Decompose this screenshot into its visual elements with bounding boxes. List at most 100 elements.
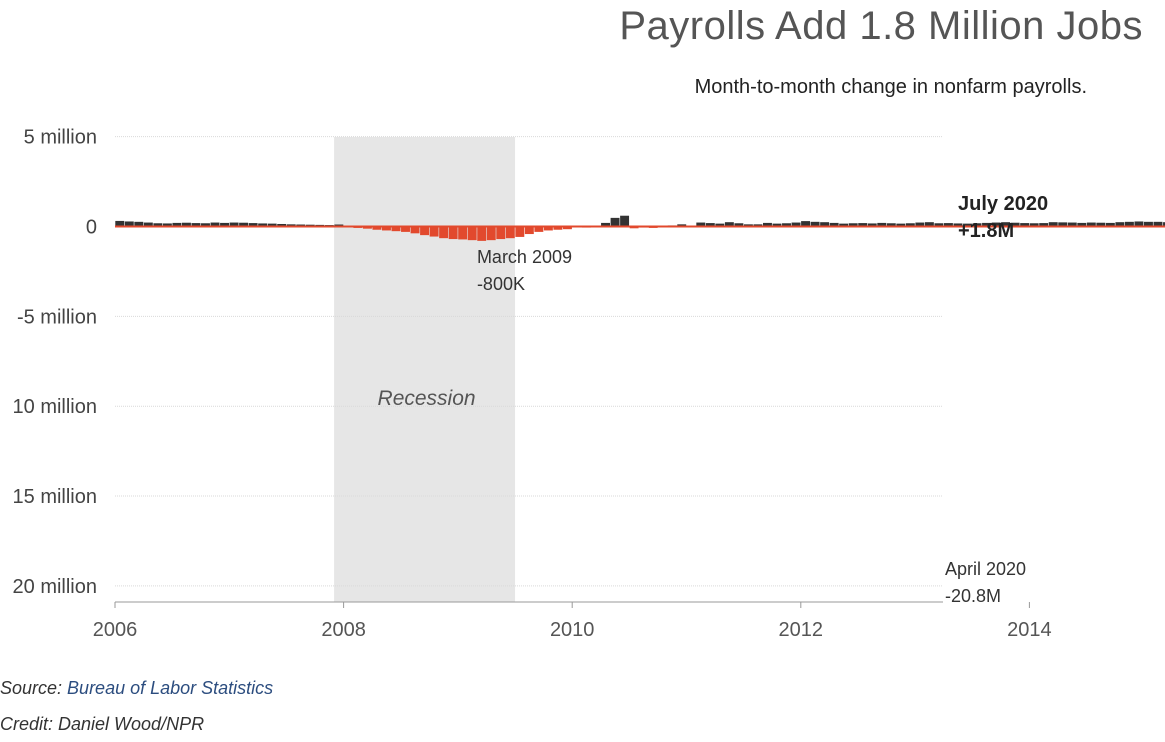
y-tick-label: 0 [86,217,97,239]
bar [248,223,258,227]
bar [239,222,249,227]
bar [858,223,868,227]
bar [1067,222,1077,227]
annotation-line: -20.8M [945,586,1001,606]
bar [601,222,610,227]
bar [915,222,925,227]
bar [677,224,687,227]
bar [1029,223,1039,227]
x-tick-label: 2014 [1007,619,1052,641]
bar [486,226,496,241]
bar [229,222,239,227]
annotation-line: July 2020 [958,193,1048,215]
bar [286,224,296,227]
bar [534,226,544,232]
bar [362,226,372,229]
bar [1001,222,1011,227]
bar [772,223,782,227]
bar [982,222,991,227]
bar [372,226,382,230]
bar [143,222,153,227]
bar [181,222,191,227]
bar [963,223,972,227]
annotation-label: July 2020 +1.8M [958,193,1048,242]
bar [943,223,953,227]
bar [477,226,487,241]
bar [886,223,896,227]
recession-layer [334,137,516,602]
bar [505,226,515,239]
bar [1086,222,1096,227]
bar [448,226,458,240]
chart-subtitle: Month-to-month change in nonfarm payroll… [694,76,1087,98]
source-link[interactable]: Bureau of Labor Statistics [67,678,274,698]
bar [801,221,811,227]
source-prefix: Source: [0,678,68,698]
bar [848,223,858,227]
y-tick-label: -5 million [17,306,97,328]
bar [429,226,439,237]
bar [401,226,410,232]
bar [467,226,477,241]
credit-note: Credit: Daniel Wood/NPR [0,714,205,734]
bar [1105,222,1115,227]
bar [753,224,763,227]
bar [524,226,534,235]
bar [810,221,820,227]
bar [410,226,420,234]
annotation-line: March 2009 [477,247,572,267]
bar [782,223,791,227]
bar [610,217,620,227]
bar [1163,222,1165,227]
x-tick-label: 2010 [550,619,595,641]
bar [210,222,220,227]
bar [543,226,553,231]
recession-label: Recession [378,387,476,410]
bar [258,223,268,227]
bar [277,223,287,227]
bar [496,226,506,240]
annotation-line: April 2020 [945,559,1026,579]
x-tick-label: 2008 [321,619,366,641]
bar [972,223,982,227]
bar [715,223,725,227]
bar [191,223,201,227]
bar [220,222,229,227]
bar [1115,222,1125,227]
annotation-label: March 2009 -800K [477,247,572,294]
bar [896,223,906,227]
bar [953,223,963,227]
bar [201,223,210,227]
bar [820,222,830,227]
bar [382,226,391,231]
bar [562,226,572,230]
bar [763,222,772,227]
bar [553,226,563,230]
bar-series [115,215,1165,241]
bar [153,223,163,227]
bar [620,215,630,227]
y-axis: 5 million 0 -5 million 10 million 15 million… [13,127,97,598]
bar [1039,223,1049,227]
bar [1048,222,1058,227]
bar [924,222,934,227]
bar [515,226,525,237]
bar [439,226,449,239]
bar [696,222,706,227]
bar [991,222,1001,227]
y-tick-label: 20 million [13,576,97,598]
bar [1144,221,1153,227]
grid-layer [115,136,943,587]
recession-band [334,137,516,602]
bar [905,223,915,227]
bar [458,226,468,240]
bar [724,222,734,227]
annotation-line: -800K [477,274,525,294]
bar [1077,222,1087,227]
bar [134,221,144,227]
bar [1124,221,1134,227]
annotation-line: +1.8M [958,220,1014,242]
bar [1020,223,1030,227]
bar [420,226,430,236]
